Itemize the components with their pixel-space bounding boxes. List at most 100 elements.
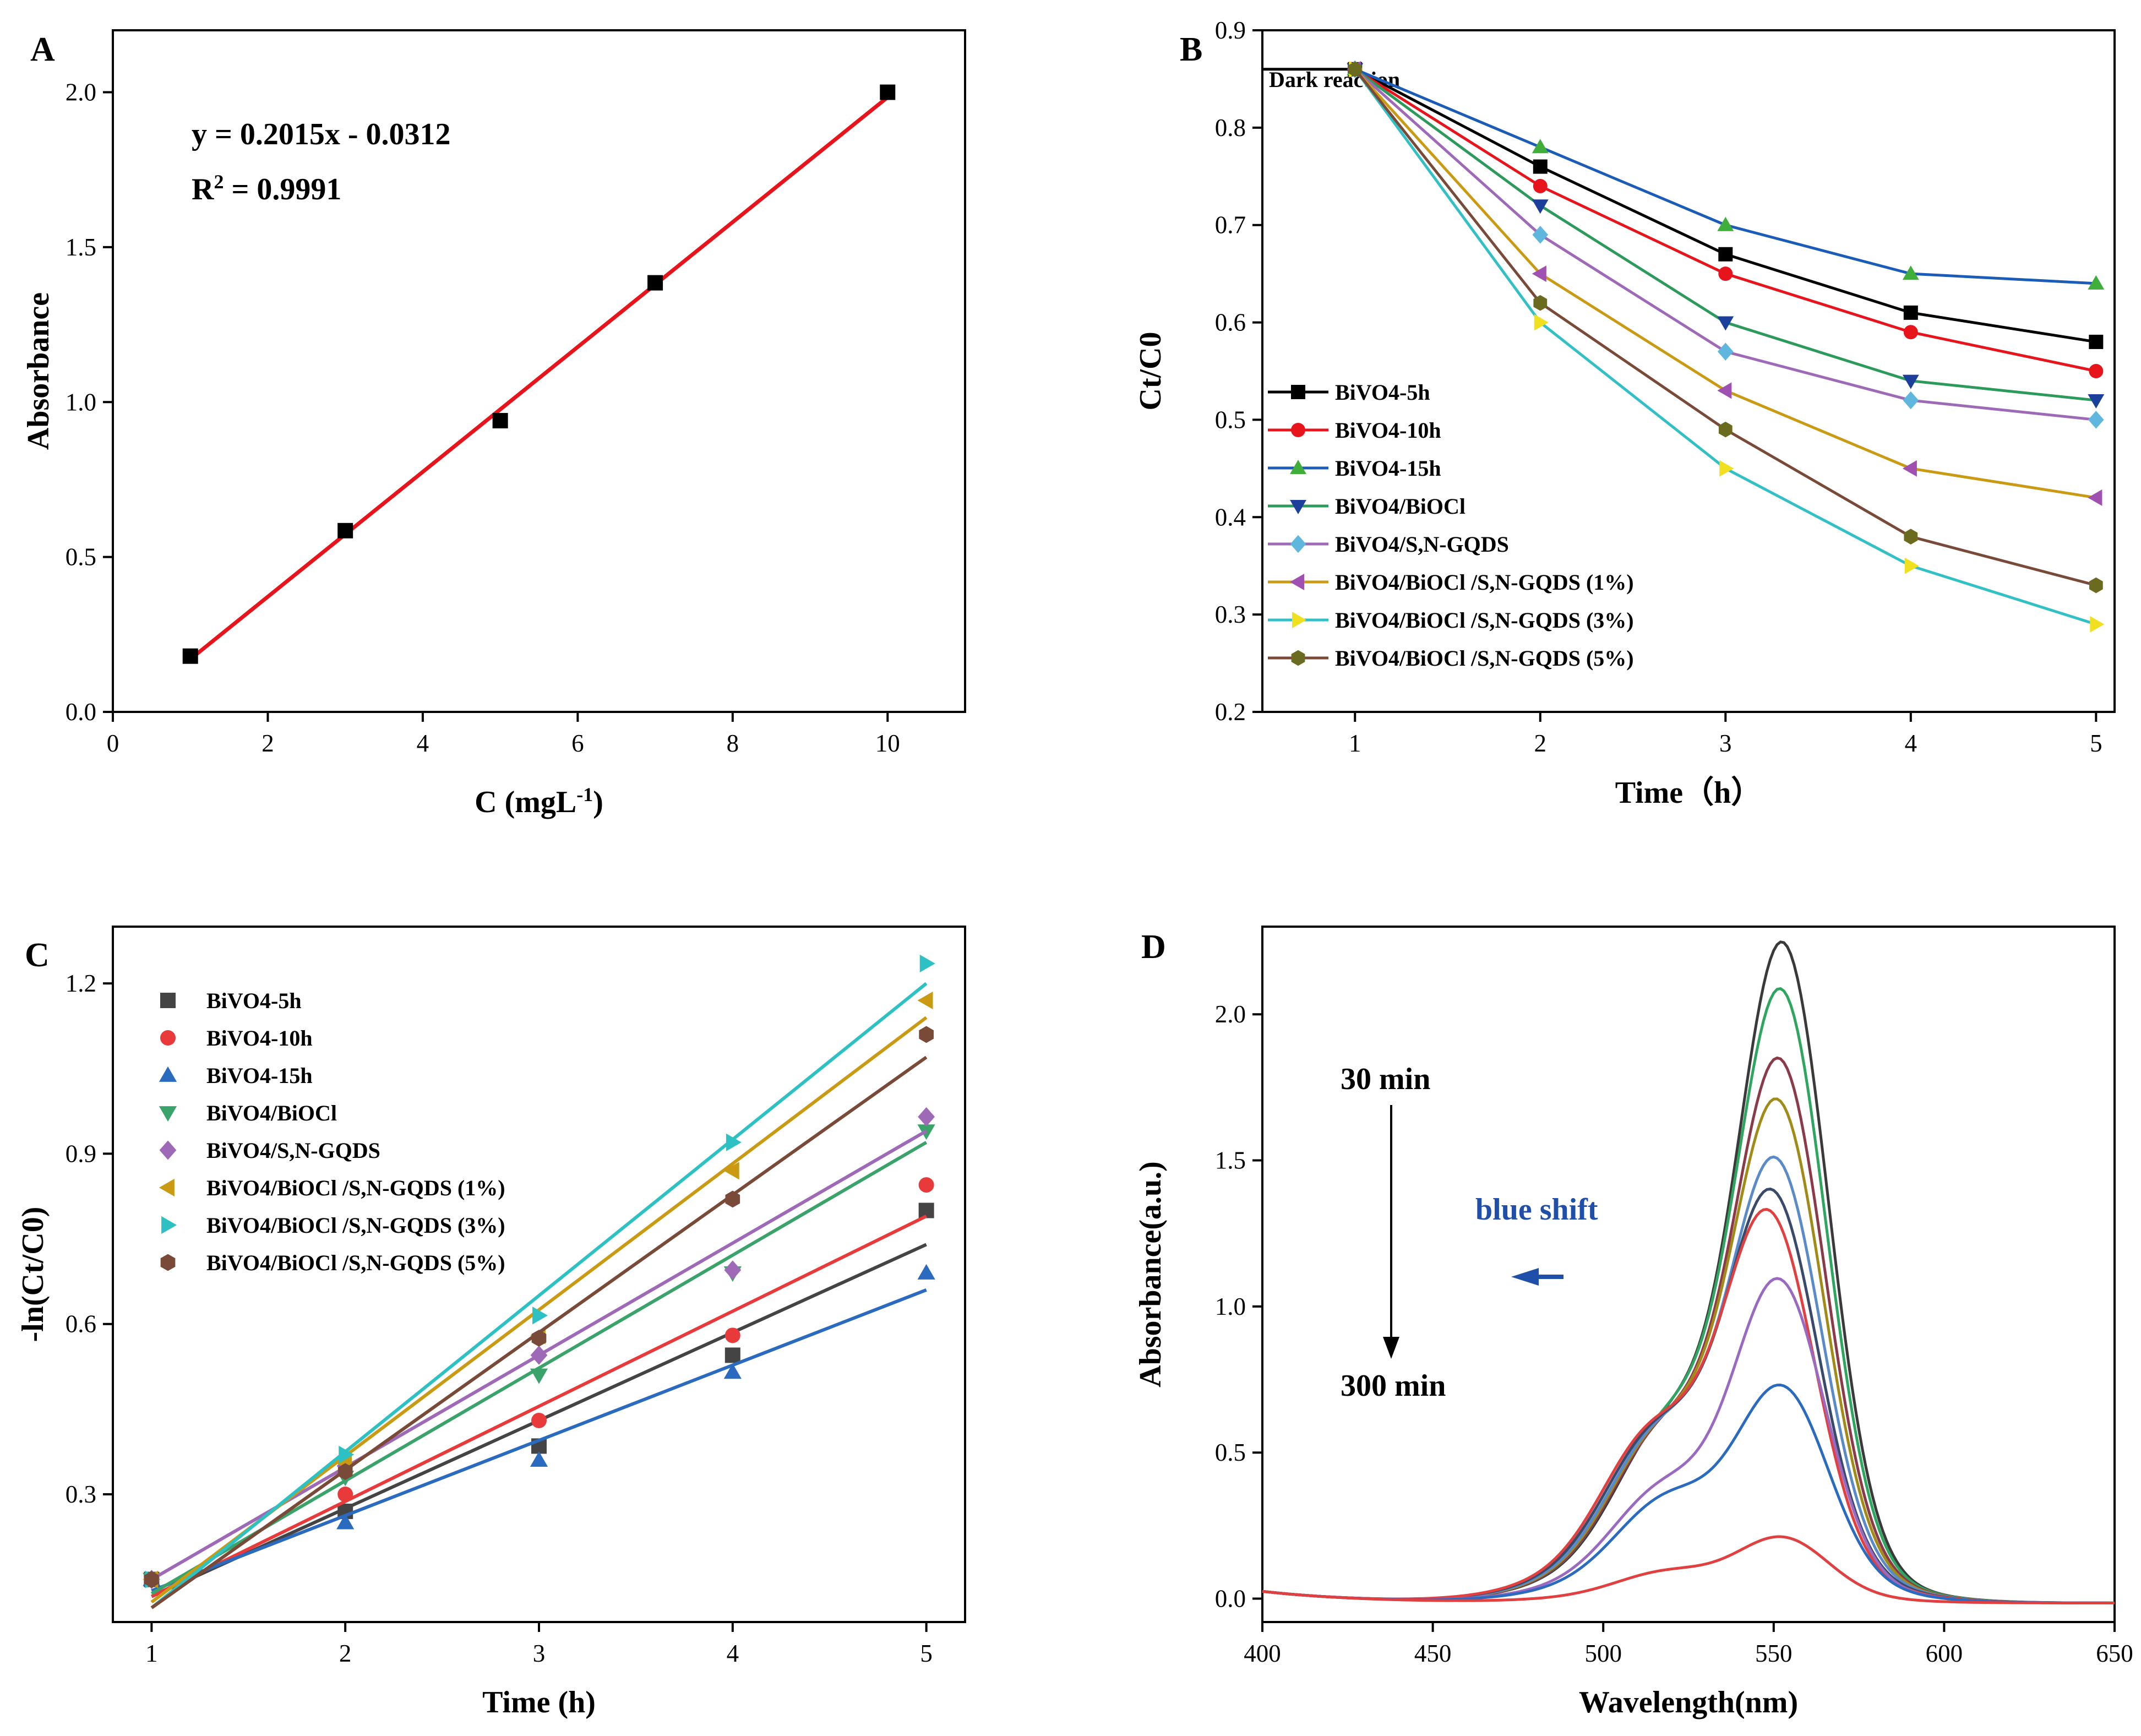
data-point <box>337 523 353 538</box>
time-start-label: 30 min <box>1341 1062 1430 1096</box>
data-point <box>1718 247 1733 262</box>
data-point <box>531 1330 547 1347</box>
data-point <box>1532 139 1549 154</box>
data-point <box>919 1026 934 1043</box>
plot-frame <box>112 29 966 713</box>
x-tick-label: 650 <box>2096 1640 2133 1667</box>
legend-marker <box>159 1178 175 1197</box>
y-tick-label: 0.6 <box>1215 309 1246 336</box>
y-tick-label: 2.0 <box>1215 1000 1246 1028</box>
panel-c: 1 2 3 4 5 0.3 0.6 0.9 1.2 C BiVO4-5h BiVO4-10h BiVO4… <box>16 926 966 1719</box>
data-point <box>1532 265 1546 282</box>
spectrum-line <box>1262 1383 2115 1604</box>
fit-line <box>150 1141 928 1596</box>
data-point <box>1532 226 1549 244</box>
legend-marker <box>160 1030 176 1046</box>
data-point <box>339 1445 355 1463</box>
x-tick-label: 400 <box>1244 1640 1281 1667</box>
legend-marker <box>1290 574 1305 590</box>
x-tick-label: 3 <box>1719 730 1732 757</box>
x-tick-label: 5 <box>2090 730 2102 757</box>
data-point <box>724 1260 742 1280</box>
legend-label: BiVO4-5h <box>1335 380 1430 405</box>
legend-label: BiVO4-15h <box>206 1063 313 1088</box>
data-point <box>1904 557 1919 574</box>
x-tick-label: 450 <box>1414 1640 1452 1667</box>
data-point <box>2088 275 2105 290</box>
panel-letter: A <box>30 31 55 68</box>
data-point <box>2088 394 2105 409</box>
x-tick-label: 0 <box>107 730 119 757</box>
data-point <box>723 1162 739 1180</box>
data-point <box>726 1133 742 1151</box>
data-point <box>2089 364 2104 378</box>
legend-label: BiVO4/BiOCl /S,N-GQDS (1%) <box>1335 570 1634 595</box>
data-point <box>530 1451 548 1467</box>
x-axis-title: Time (h) <box>482 1685 596 1719</box>
data-point <box>723 1363 742 1379</box>
data-point <box>1717 382 1732 399</box>
time-arrow-head <box>1383 1337 1399 1359</box>
data-point <box>2089 577 2103 594</box>
data-point <box>1902 460 1917 477</box>
data-point <box>1718 421 1733 438</box>
data-point <box>182 648 198 664</box>
data-point <box>1533 178 1548 193</box>
legend-label: BiVO4-15h <box>1335 456 1441 481</box>
y-tick-label: 0.2 <box>1215 698 1246 726</box>
data-point <box>1533 295 1548 311</box>
x-tick-label: 5 <box>920 1640 933 1667</box>
legend-label: BiVO4/S,N-GQDS <box>1335 532 1509 557</box>
x-tick-label: 6 <box>571 730 584 757</box>
data-point <box>492 413 508 429</box>
y-tick-label: 0.9 <box>1215 17 1246 44</box>
y-tick-label: 1.0 <box>66 388 96 416</box>
legend-label: BiVO4/BiOCl <box>206 1101 337 1125</box>
data-point <box>530 1368 548 1384</box>
blue-shift-label: blue shift <box>1475 1193 1598 1227</box>
data-point <box>1903 325 1918 340</box>
x-tick-label: 10 <box>875 730 900 757</box>
legend-label: BiVO4-5h <box>206 988 302 1013</box>
legend-marker <box>159 1066 177 1082</box>
y-axis-title: Absorbance(a.u.) <box>1134 1161 1168 1387</box>
plot-frame <box>1261 926 2116 1623</box>
r-squared: R2 = 0.9991 <box>192 171 341 206</box>
y-tick-label: 0.4 <box>1215 503 1246 531</box>
data-point <box>2088 411 2104 429</box>
legend-marker <box>1290 535 1306 553</box>
data-point <box>532 1307 548 1325</box>
data-point <box>1533 159 1548 174</box>
x-tick-label: 1 <box>1349 730 1361 757</box>
data-point <box>1719 460 1734 477</box>
x-tick-label: 4 <box>1905 730 1917 757</box>
fit-equation: y = 0.2015x - 0.0312 <box>192 117 451 151</box>
data-point <box>880 84 896 100</box>
legend-label: BiVO4/BiOCl /S,N-GQDS (5%) <box>1335 646 1634 671</box>
legend-label: BiVO4-10h <box>206 1026 313 1051</box>
y-axis-title: Ct/C0 <box>1134 331 1168 410</box>
data-point <box>2088 489 2102 506</box>
data-point <box>337 1487 353 1503</box>
x-tick-label: 500 <box>1584 1640 1622 1667</box>
data-point <box>918 1107 935 1127</box>
y-axis-title: Absorbance <box>21 292 56 450</box>
panel-a: 0 2 4 6 8 10 0.0 0.5 1.0 1.5 2.0 Ay = 0.2015x - 0.0… <box>21 29 966 819</box>
y-tick-label: 1.5 <box>1215 1147 1246 1174</box>
x-axis-title: Time（h） <box>1615 775 1762 810</box>
fit-line <box>151 1215 927 1598</box>
x-tick-label: 2 <box>1534 730 1547 757</box>
panel-letter: B <box>1180 31 1202 68</box>
data-point <box>1532 199 1549 214</box>
panel-d: 400 450 500 550 600 650 0.0 0.5 1.0 1.5 2.0 D 30 min… <box>1134 926 2133 1719</box>
panel-letter: D <box>1141 928 1166 966</box>
x-tick-label: 2 <box>262 730 274 757</box>
spectrum-line <box>1262 1535 2115 1604</box>
fit-line <box>150 982 928 1609</box>
y-tick-label: 0.8 <box>1215 114 1246 142</box>
legend-marker <box>1291 423 1305 437</box>
legend-label: BiVO4-10h <box>1335 418 1441 443</box>
y-tick-label: 0.6 <box>66 1310 96 1338</box>
data-point <box>917 991 933 1010</box>
